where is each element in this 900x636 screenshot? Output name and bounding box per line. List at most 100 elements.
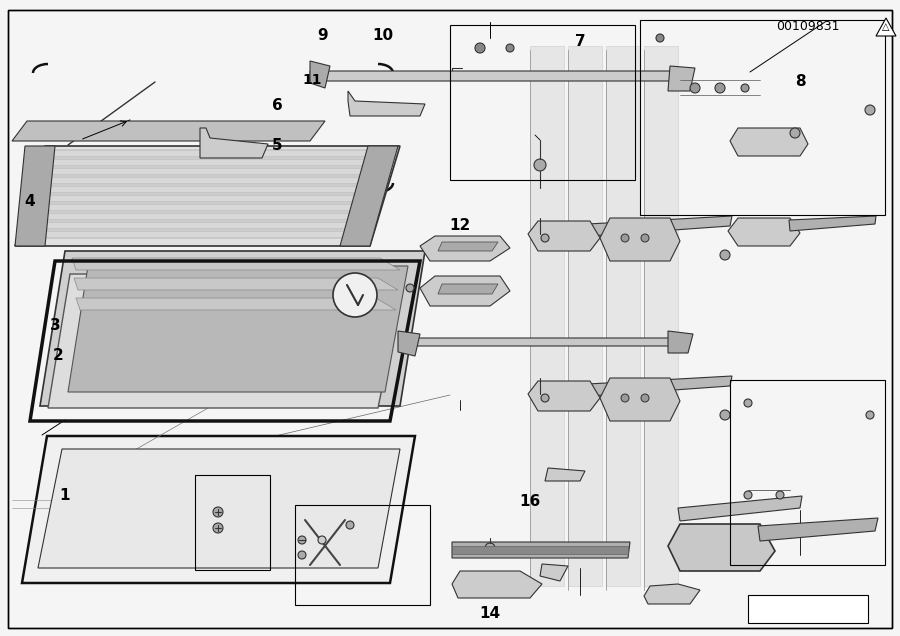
Circle shape xyxy=(866,411,874,419)
Text: 3: 3 xyxy=(50,319,60,333)
Polygon shape xyxy=(40,251,425,406)
Circle shape xyxy=(621,394,629,402)
Text: 2: 2 xyxy=(52,349,63,364)
Bar xyxy=(450,25,635,180)
Text: 16: 16 xyxy=(519,494,541,509)
Circle shape xyxy=(298,536,306,544)
Polygon shape xyxy=(644,584,700,604)
Polygon shape xyxy=(789,216,876,231)
Polygon shape xyxy=(420,236,510,261)
Text: 12: 12 xyxy=(449,219,471,233)
Polygon shape xyxy=(528,221,600,251)
Polygon shape xyxy=(24,213,374,220)
Circle shape xyxy=(541,394,549,402)
Circle shape xyxy=(406,284,414,292)
Circle shape xyxy=(318,536,326,544)
Polygon shape xyxy=(588,376,732,396)
Polygon shape xyxy=(730,128,808,156)
Circle shape xyxy=(865,105,875,115)
Circle shape xyxy=(776,491,784,499)
Circle shape xyxy=(213,523,223,533)
Polygon shape xyxy=(36,177,382,184)
Polygon shape xyxy=(452,546,628,554)
Polygon shape xyxy=(606,46,640,586)
Polygon shape xyxy=(18,231,370,238)
Circle shape xyxy=(744,399,752,407)
Polygon shape xyxy=(39,168,384,175)
Circle shape xyxy=(346,521,354,529)
Polygon shape xyxy=(438,242,498,251)
Bar xyxy=(730,380,885,565)
Circle shape xyxy=(741,84,749,92)
Polygon shape xyxy=(76,298,396,310)
Circle shape xyxy=(656,34,664,42)
Text: 10: 10 xyxy=(373,29,393,43)
Text: 7: 7 xyxy=(575,34,585,48)
Polygon shape xyxy=(33,186,380,193)
Text: △: △ xyxy=(882,22,890,32)
Polygon shape xyxy=(644,46,678,586)
Bar xyxy=(748,595,868,623)
Polygon shape xyxy=(42,159,386,166)
Bar xyxy=(640,20,885,215)
Polygon shape xyxy=(668,524,775,571)
Text: 1: 1 xyxy=(59,488,70,504)
Polygon shape xyxy=(530,46,564,586)
Polygon shape xyxy=(400,338,682,346)
Text: 13: 13 xyxy=(814,607,835,621)
Circle shape xyxy=(720,250,730,260)
Polygon shape xyxy=(15,146,400,246)
Polygon shape xyxy=(678,496,802,521)
Polygon shape xyxy=(30,195,378,202)
Polygon shape xyxy=(340,146,398,246)
Polygon shape xyxy=(668,66,695,91)
Polygon shape xyxy=(38,449,400,568)
Polygon shape xyxy=(588,216,732,236)
Circle shape xyxy=(790,128,800,138)
Text: 8: 8 xyxy=(795,74,806,88)
Polygon shape xyxy=(15,146,55,246)
Polygon shape xyxy=(27,204,376,211)
Polygon shape xyxy=(600,378,680,421)
Polygon shape xyxy=(45,150,388,157)
Polygon shape xyxy=(568,46,602,586)
Polygon shape xyxy=(74,278,398,290)
Circle shape xyxy=(534,159,546,171)
Polygon shape xyxy=(600,218,680,261)
Polygon shape xyxy=(876,18,896,36)
Circle shape xyxy=(744,491,752,499)
Text: 11: 11 xyxy=(302,73,321,87)
Bar xyxy=(195,475,270,570)
Polygon shape xyxy=(68,266,408,392)
Polygon shape xyxy=(540,564,568,581)
Polygon shape xyxy=(528,381,600,411)
Text: 6: 6 xyxy=(272,99,283,113)
Circle shape xyxy=(720,410,730,420)
Polygon shape xyxy=(398,331,420,356)
Text: 00109831: 00109831 xyxy=(776,20,840,34)
Polygon shape xyxy=(21,222,372,229)
Circle shape xyxy=(333,273,377,317)
Text: 14: 14 xyxy=(480,607,500,621)
Circle shape xyxy=(641,234,649,242)
Polygon shape xyxy=(668,331,693,353)
Circle shape xyxy=(213,507,223,517)
Polygon shape xyxy=(545,468,585,481)
Polygon shape xyxy=(310,61,330,88)
Polygon shape xyxy=(48,274,405,408)
Circle shape xyxy=(506,44,514,52)
Text: 9: 9 xyxy=(318,29,328,43)
Polygon shape xyxy=(438,284,498,294)
Polygon shape xyxy=(200,128,268,158)
Polygon shape xyxy=(12,121,325,141)
Circle shape xyxy=(475,43,485,53)
Polygon shape xyxy=(452,542,630,558)
Circle shape xyxy=(298,551,306,559)
Polygon shape xyxy=(452,571,542,598)
Polygon shape xyxy=(420,276,510,306)
Circle shape xyxy=(485,543,495,553)
Text: 5: 5 xyxy=(272,139,283,153)
Polygon shape xyxy=(348,91,425,116)
Text: 4: 4 xyxy=(24,193,35,209)
Circle shape xyxy=(715,83,725,93)
